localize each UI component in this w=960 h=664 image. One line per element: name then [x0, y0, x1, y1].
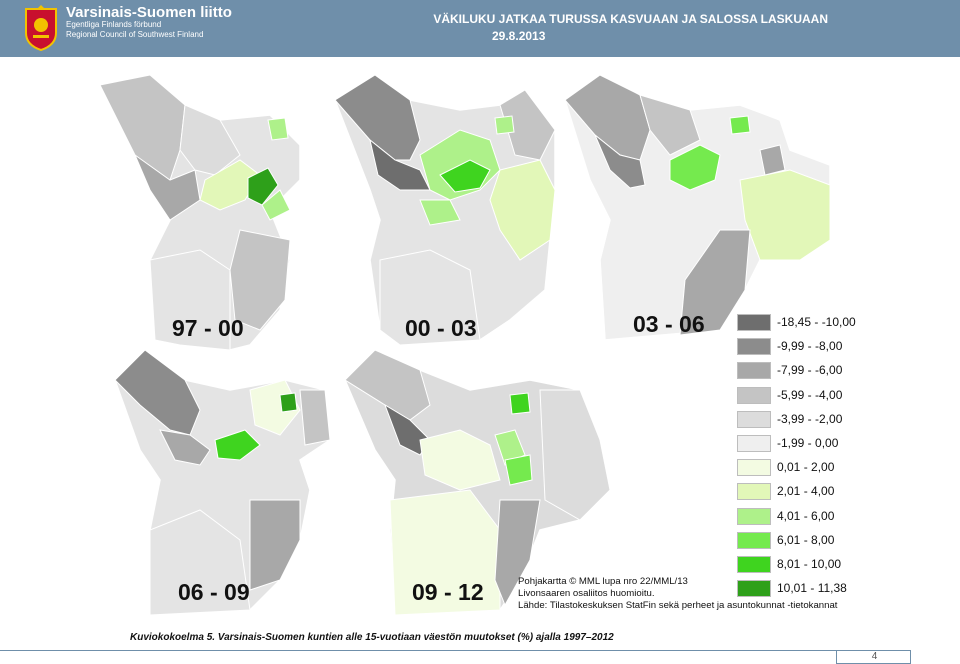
legend-swatch: [737, 580, 771, 598]
region-ne-green: [509, 392, 531, 415]
region-center-green: [494, 429, 526, 466]
region-salo-grey: [494, 499, 541, 607]
legend-swatch: [737, 555, 771, 573]
org-name-swedish: Egentliga Finlands förbund: [66, 20, 162, 29]
org-name-english: Regional Council of Southwest Finland: [66, 30, 204, 39]
region-ne-green: [279, 392, 298, 413]
region-east-light: [489, 159, 556, 261]
legend-swatch: [737, 507, 771, 525]
region-turku-area: [439, 159, 491, 193]
figure-caption: Kuviokokoelma 5. Varsinais-Suomen kuntie…: [130, 632, 614, 643]
region-salo: [229, 229, 291, 331]
region-north-grey: [639, 94, 701, 156]
legend-label: 2,01 - 4,00: [777, 484, 835, 499]
coat-of-arms-icon: [25, 5, 57, 51]
region-turku-area: [214, 429, 261, 461]
region-south: [379, 249, 481, 346]
region-center-light: [419, 429, 501, 491]
map-label-97-00: 97 - 00: [172, 315, 244, 341]
source-note: Pohjakartta © MML lupa nro 22/MML/13 Liv…: [518, 576, 837, 612]
map-panel-06-09: 06 - 09: [114, 349, 331, 616]
region-east-grey: [499, 89, 556, 161]
legend-label: 0,01 - 2,00: [777, 460, 835, 475]
source-line-1: Pohjakartta © MML lupa nro 22/MML/13: [518, 576, 688, 587]
region-turku-area: [247, 167, 279, 206]
map-panel-03-06: 03 - 06: [564, 74, 831, 341]
region-ne-green: [267, 117, 289, 141]
region-salo-grey: [249, 499, 301, 591]
legend-swatch: [737, 362, 771, 380]
region-coast: [159, 429, 211, 466]
page-date: 29.8.2013: [492, 29, 546, 43]
region-east-light: [739, 169, 831, 261]
legend-label: -5,99 - -4,00: [777, 387, 843, 402]
legend-label: 8,01 - 10,00: [777, 556, 842, 571]
legend-label: -3,99 - -2,00: [777, 411, 843, 426]
legend-label: 10,01 - 11,38: [777, 581, 847, 596]
map-label-03-06: 03 - 06: [633, 311, 705, 337]
region-center-light: [199, 159, 261, 211]
choropleth-map-panels: 97 - 00 00 - 03 03 - 06: [98, 74, 831, 616]
legend-swatch: [737, 410, 771, 428]
region-southwest: [149, 249, 231, 351]
legend-swatch: [737, 314, 771, 331]
legend-swatch: [737, 338, 771, 356]
header-bar: Varsinais-Suomen liitto Egentliga Finlan…: [0, 0, 960, 57]
legend-swatch: [737, 483, 771, 501]
page-number-box: 4: [836, 650, 911, 664]
source-line-2: Livonsaaren osaliitos huomioitu.: [518, 588, 655, 599]
region-ne-green: [494, 115, 515, 135]
legend-label: 4,01 - 6,00: [777, 508, 835, 523]
source-line-3: Lähde: Tilastokeskuksen StatFin sekä per…: [518, 600, 838, 611]
org-name: Varsinais-Suomen liitto: [66, 4, 232, 21]
page-title: VÄKILUKU JATKAA TURUSSA KASVUAAN JA SALO…: [433, 12, 828, 26]
region-south: [149, 509, 251, 616]
map-label-00-03: 00 - 03: [405, 315, 477, 341]
legend-swatch: [737, 531, 771, 549]
map-panel-00-03: 00 - 03: [334, 74, 556, 346]
region-northwest-dark: [114, 349, 201, 436]
legend-label: -7,99 - -6,00: [777, 363, 843, 378]
region-east-grey: [759, 144, 786, 176]
legend-label: -9,99 - -8,00: [777, 339, 843, 354]
region-east: [539, 389, 611, 521]
region-center-green: [669, 144, 721, 191]
region-ne-green: [729, 115, 751, 135]
legend-swatch: [737, 386, 771, 404]
region-coast-dark: [594, 134, 646, 189]
legend-swatch: [737, 459, 771, 477]
legend-label: 6,01 - 8,00: [777, 532, 835, 547]
legend-swatch: [737, 434, 771, 452]
map-label-06-09: 06 - 09: [178, 579, 250, 605]
map-panel-09-12: 09 - 12: [344, 349, 611, 616]
region-east-grey: [299, 389, 331, 446]
region-south-light: [419, 199, 461, 226]
legend-label: -1,99 - 0,00: [777, 435, 839, 450]
region-east-green: [261, 189, 291, 221]
region-salo-grey: [679, 229, 751, 336]
map-label-09-12: 09 - 12: [412, 579, 484, 605]
page-number: 4: [871, 651, 878, 662]
region-east-green: [504, 454, 533, 486]
legend-label: -18,45 - -10,00: [777, 315, 856, 329]
footer-divider: [0, 650, 836, 651]
map-panel-97-00: 97 - 00: [98, 74, 301, 351]
